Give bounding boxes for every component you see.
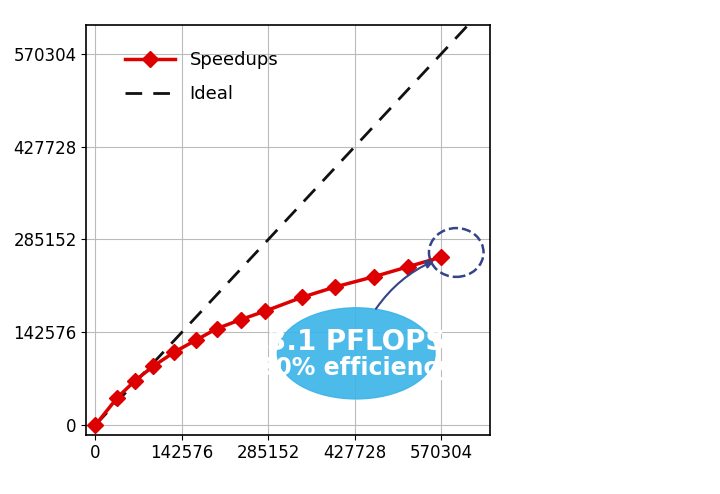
Speedups bbox=[91, 422, 100, 428]
Speedups bbox=[149, 364, 158, 370]
Speedups bbox=[297, 294, 306, 300]
Speedups bbox=[437, 254, 446, 260]
Speedups bbox=[212, 326, 221, 331]
Line: Speedups: Speedups bbox=[90, 251, 447, 430]
Speedups bbox=[237, 317, 246, 323]
Speedups bbox=[170, 349, 179, 355]
Speedups bbox=[330, 284, 339, 290]
Speedups bbox=[370, 274, 379, 280]
Speedups bbox=[113, 395, 122, 401]
Speedups bbox=[261, 308, 269, 314]
Text: 3.1 PFLOPS: 3.1 PFLOPS bbox=[267, 328, 446, 356]
Text: (30% efficiency): (30% efficiency) bbox=[248, 356, 464, 380]
Ellipse shape bbox=[277, 308, 435, 399]
Speedups bbox=[130, 378, 139, 384]
Speedups bbox=[403, 264, 412, 270]
Legend: Speedups, Ideal: Speedups, Ideal bbox=[116, 42, 287, 112]
Speedups bbox=[192, 337, 200, 343]
